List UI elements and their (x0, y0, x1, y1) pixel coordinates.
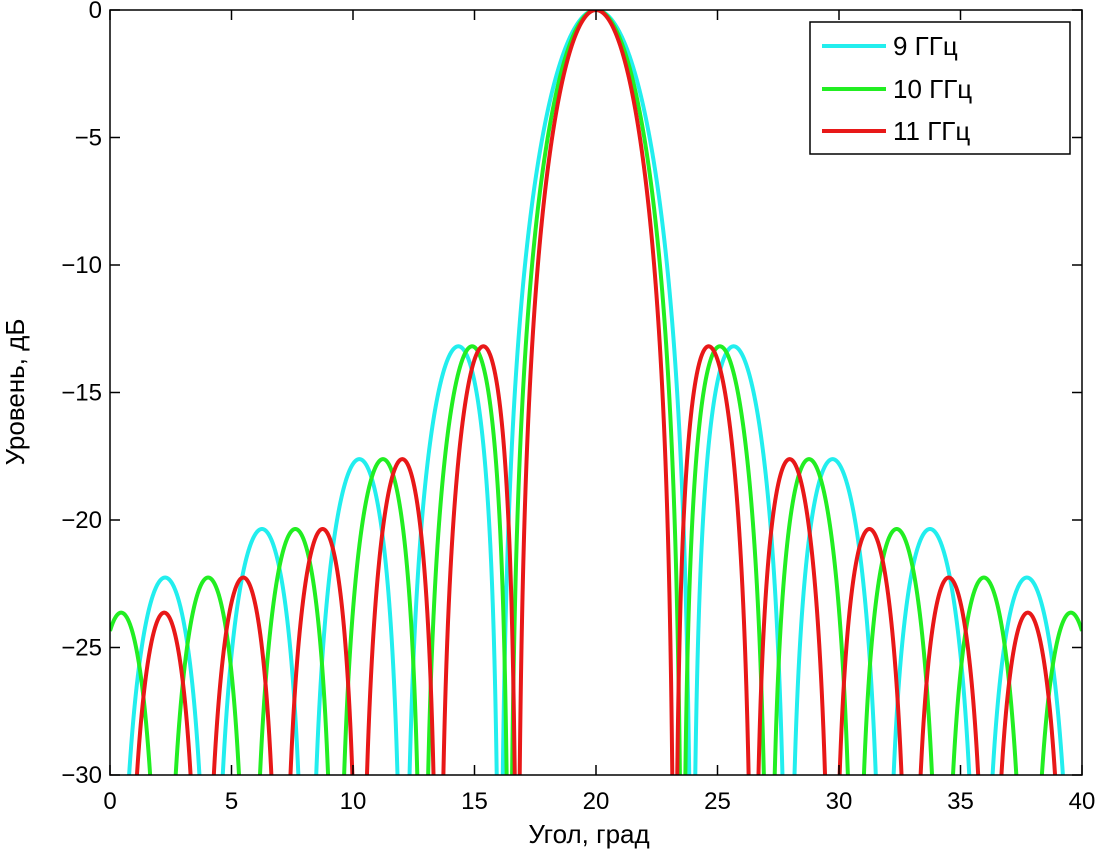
y-tick-label: −10 (61, 252, 102, 279)
x-tick-label: 20 (583, 788, 610, 815)
y-tick-label: −20 (61, 507, 102, 534)
x-tick-label: 35 (947, 788, 974, 815)
x-tick-label: 5 (225, 788, 238, 815)
x-axis-label: Угол, град (528, 819, 649, 849)
x-tick-label: 0 (103, 788, 116, 815)
y-axis-label: Уровень, дБ (0, 319, 30, 466)
x-tick-label: 25 (704, 788, 731, 815)
x-tick-label: 15 (461, 788, 488, 815)
series-layer (110, 10, 1082, 775)
tick-layer: 0 5 10 15 20 25 30 35 40 0 −5 −10 −15 −20 −25 −30 (61, 0, 1095, 815)
y-tick-label: −25 (61, 635, 102, 662)
series-line-1 (110, 10, 1082, 775)
y-tick-label: 0 (89, 0, 102, 24)
x-tick-label: 40 (1069, 788, 1096, 815)
y-tick-label: −30 (61, 762, 102, 789)
x-tick-label: 30 (826, 788, 853, 815)
x-tick-label: 10 (340, 788, 367, 815)
legend: 9 ГГц 10 ГГц 11 ГГц (809, 21, 1071, 155)
y-tick-label: −5 (75, 125, 102, 152)
legend-label-11ghz: 11 ГГц (893, 116, 970, 146)
legend-label-10ghz: 10 ГГц (893, 74, 972, 104)
legend-label-9ghz: 9 ГГц (893, 31, 958, 61)
y-tick-label: −15 (61, 380, 102, 407)
series-line-0 (127, 10, 1065, 775)
